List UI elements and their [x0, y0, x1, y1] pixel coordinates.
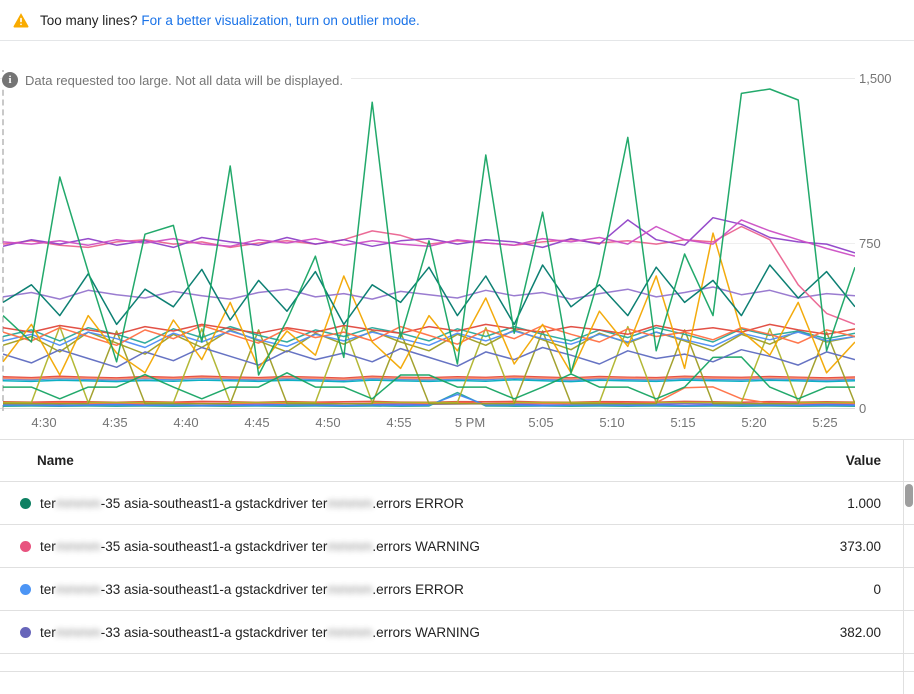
x-tick-label: 5:05	[528, 415, 554, 430]
data-truncated-notice: i Data requested too large. Not all data…	[2, 72, 351, 88]
legend-row-name: termmmm-35 asia-southeast1-a gstackdrive…	[0, 539, 761, 554]
chart-line[interactable]	[3, 346, 855, 369]
name-column-header: Name	[37, 453, 74, 468]
chart-line[interactable]	[3, 379, 855, 383]
chart-line[interactable]	[3, 375, 855, 379]
outlier-mode-link[interactable]: For a better visualization, turn on outl…	[141, 12, 420, 28]
table-header-row: Name Value	[0, 440, 914, 482]
redacted-text: mmmm	[327, 538, 373, 554]
legend-row[interactable]: termmmm-35 asia-southeast1-a gstackdrive…	[0, 525, 914, 568]
chart-line[interactable]	[3, 232, 855, 376]
y-tick-label: 750	[859, 236, 881, 251]
legend-row-name: termmmm-35 asia-southeast1-a gstackdrive…	[0, 496, 761, 511]
chart-line[interactable]	[3, 330, 855, 349]
legend-row-value: 0	[873, 581, 881, 597]
chart-canvas[interactable]	[3, 78, 855, 408]
gridline-0	[0, 408, 855, 409]
chart-line[interactable]	[3, 377, 855, 382]
chart-line[interactable]	[3, 216, 855, 254]
redacted-text: mmmm	[327, 581, 373, 597]
legend-row[interactable]: termmmm-33 asia-southeast1-a gstackdrive…	[0, 611, 914, 654]
legend-row-value: 373.00	[839, 538, 881, 554]
x-tick-label: 4:50	[315, 415, 341, 430]
x-tick-label: 4:30	[31, 415, 57, 430]
legend-row-name: termmmm-33 asia-southeast1-a gstackdrive…	[0, 582, 761, 597]
x-tick-label: 5:20	[741, 415, 767, 430]
redacted-text: mmmm	[55, 624, 101, 640]
x-tick-label: 4:55	[386, 415, 412, 430]
gridline-1500	[0, 78, 855, 79]
chart-line[interactable]	[3, 386, 855, 405]
series-color-dot	[20, 583, 31, 595]
legend-row[interactable]: termmmm-33 asia-southeast1-a gstackdrive…	[0, 568, 914, 611]
chart-line[interactable]	[3, 325, 855, 344]
chart-line[interactable]	[3, 324, 855, 347]
banner-question-text: Too many lines?	[40, 12, 138, 28]
legend-table: Name Value termmmm-35 asia-southeast1-a …	[0, 440, 914, 694]
x-tick-label: 4:35	[102, 415, 128, 430]
warning-banner: Too many lines? For a better visualizati…	[0, 0, 914, 41]
chart-line[interactable]	[3, 286, 855, 300]
chart-line[interactable]	[3, 264, 855, 326]
info-text: Data requested too large. Not all data w…	[25, 72, 343, 88]
series-name-text: termmmm-35 asia-southeast1-a gstackdrive…	[40, 538, 480, 554]
series-color-dot	[20, 497, 31, 509]
redacted-text: mmmm	[55, 538, 101, 554]
series-name-text: termmmm-33 asia-southeast1-a gstackdrive…	[40, 624, 480, 640]
legend-row-value: 1.000	[847, 495, 881, 511]
redacted-text: mmmm	[327, 624, 373, 640]
chart-line[interactable]	[3, 323, 855, 336]
series-name-text: termmmm-33 asia-southeast1-a gstackdrive…	[40, 581, 464, 597]
chart-line[interactable]	[3, 329, 855, 355]
x-tick-label: 4:40	[173, 415, 199, 430]
chart-panel: i Data requested too large. Not all data…	[0, 41, 914, 440]
x-tick-label: 5 PM	[454, 415, 486, 430]
legend-row[interactable]: termmmm-35 asia-southeast1-a gstackdrive…	[0, 482, 914, 525]
chart-line[interactable]	[3, 329, 855, 405]
data-cutoff-dashed-line	[2, 70, 4, 411]
x-tick-label: 5:25	[812, 415, 838, 430]
legend-row-name: termmmm-33 asia-southeast1-a gstackdrive…	[0, 625, 761, 640]
partial-next-row	[0, 654, 914, 672]
chart-line[interactable]	[3, 376, 855, 380]
chart-line[interactable]	[3, 88, 855, 376]
y-tick-label: 1,500	[859, 71, 892, 86]
x-tick-label: 5:15	[670, 415, 696, 430]
value-column-header: Value	[845, 453, 881, 468]
series-color-dot	[20, 540, 31, 552]
legend-row-value: 382.00	[839, 624, 881, 640]
chart-line[interactable]	[3, 356, 855, 400]
scrollbar-thumb[interactable]	[905, 484, 913, 507]
series-color-dot	[20, 626, 31, 638]
redacted-text: mmmm	[55, 581, 101, 597]
chart-line[interactable]	[3, 393, 855, 407]
series-name-text: termmmm-35 asia-southeast1-a gstackdrive…	[40, 495, 464, 511]
warning-icon	[12, 11, 30, 29]
x-tick-label: 4:45	[244, 415, 270, 430]
y-tick-label: 0	[859, 401, 867, 416]
x-tick-label: 5:10	[599, 415, 625, 430]
info-icon: i	[2, 72, 18, 88]
scrollbar-track[interactable]	[903, 440, 904, 694]
redacted-text: mmmm	[55, 495, 101, 511]
redacted-text: mmmm	[327, 495, 373, 511]
chart-line[interactable]	[3, 219, 855, 257]
